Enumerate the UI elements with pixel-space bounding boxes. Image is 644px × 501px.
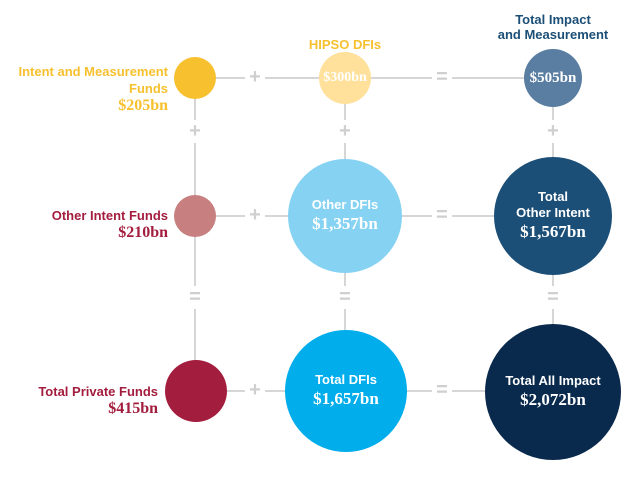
bubble-label: Other DFIs [311, 197, 379, 212]
bubble-total-all-impact: Total All Impact $2,072bn [485, 324, 621, 460]
bubble-hipso-dfis: $300bn [319, 52, 371, 104]
row-label-intent-measurement: Intent and Measurement Funds $205bn [10, 63, 168, 114]
equals-sign: = [432, 204, 452, 227]
bubble-other-dfis: Other DFIs $1,357bn [288, 159, 402, 273]
row-label-name: Intent and Measurement Funds [18, 64, 168, 96]
column-label-hipso-dfis: HIPSO DFIs [308, 37, 382, 52]
row-label-name: Total Private Funds [38, 384, 158, 399]
bubble-total-impact-measurement: $505bn [524, 49, 582, 107]
bubble-amount: $2,072bn [520, 390, 586, 409]
bubble-amount: $1,357bn [312, 214, 378, 233]
bubble-amount: $1,567bn [520, 222, 586, 241]
bubble-total-dfis: Total DFIs $1,657bn [285, 330, 407, 452]
row-label-name: Other Intent Funds [51, 208, 168, 223]
equals-sign: = [543, 286, 563, 309]
row-label-amount: $210bn [118, 224, 168, 241]
equals-sign: = [432, 66, 452, 89]
bubble-amount: $505bn [529, 70, 577, 86]
bubble-label-line1: Total [537, 189, 569, 204]
bubble-label: Total All Impact [505, 373, 601, 388]
bubble-other-intent [174, 195, 216, 237]
row-label-other-intent: Other Intent Funds $210bn [10, 207, 168, 241]
row-label-amount: $415bn [108, 400, 158, 417]
column-label-line1: Total Impact [515, 12, 591, 27]
equals-sign: = [335, 286, 355, 309]
plus-sign: + [335, 120, 355, 143]
bubble-label-line2: Other Intent [516, 205, 590, 220]
column-label-total-impact-measurement: Total Impact and Measurement [478, 12, 628, 42]
bubble-total-other-intent: Total Other Intent $1,567bn [494, 157, 612, 275]
plus-sign: + [543, 120, 563, 143]
bubble-label: Total DFIs [315, 372, 377, 387]
bubble-amount: $300bn [323, 70, 367, 85]
equals-sign: = [432, 379, 452, 402]
plus-sign: + [245, 66, 265, 89]
plus-sign: + [245, 204, 265, 227]
row-label-amount: $205bn [118, 97, 168, 114]
bubble-total-private [165, 360, 227, 422]
bubble-amount: $1,657bn [313, 389, 379, 408]
bubble-intent-measurement [174, 57, 216, 99]
plus-sign: + [185, 120, 205, 143]
plus-sign: + [245, 379, 265, 402]
equals-sign: = [185, 286, 205, 309]
column-label-line2: and Measurement [497, 27, 609, 42]
row-label-total-private: Total Private Funds $415bn [10, 383, 158, 417]
